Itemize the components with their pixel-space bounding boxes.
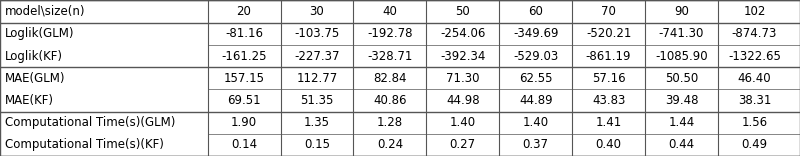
Text: 44.89: 44.89: [519, 94, 553, 107]
Text: 62.55: 62.55: [519, 72, 553, 85]
Text: -349.69: -349.69: [513, 27, 558, 40]
Text: -520.21: -520.21: [586, 27, 631, 40]
Text: 43.83: 43.83: [592, 94, 626, 107]
Text: 57.16: 57.16: [592, 72, 626, 85]
Text: 30: 30: [310, 5, 324, 18]
Text: Computational Time(s)(KF): Computational Time(s)(KF): [5, 138, 164, 151]
Text: MAE(KF): MAE(KF): [5, 94, 54, 107]
Text: Loglik(GLM): Loglik(GLM): [5, 27, 74, 40]
Text: 0.27: 0.27: [450, 138, 476, 151]
Text: -227.37: -227.37: [294, 50, 340, 63]
Text: 112.77: 112.77: [296, 72, 338, 85]
Text: 50: 50: [455, 5, 470, 18]
Text: 40.86: 40.86: [373, 94, 406, 107]
Text: MAE(GLM): MAE(GLM): [5, 72, 66, 85]
Text: -529.03: -529.03: [513, 50, 558, 63]
Text: 1.56: 1.56: [742, 116, 767, 129]
Text: -861.19: -861.19: [586, 50, 631, 63]
Text: 46.40: 46.40: [738, 72, 771, 85]
Text: 90: 90: [674, 5, 689, 18]
Text: 0.24: 0.24: [377, 138, 403, 151]
Text: Computational Time(s)(GLM): Computational Time(s)(GLM): [5, 116, 175, 129]
Text: 1.28: 1.28: [377, 116, 403, 129]
Text: 1.35: 1.35: [304, 116, 330, 129]
Text: 69.51: 69.51: [227, 94, 261, 107]
Text: 82.84: 82.84: [373, 72, 406, 85]
Text: 1.44: 1.44: [668, 116, 694, 129]
Text: 157.15: 157.15: [223, 72, 265, 85]
Text: 39.48: 39.48: [665, 94, 698, 107]
Text: 50.50: 50.50: [665, 72, 698, 85]
Text: 102: 102: [743, 5, 766, 18]
Text: 44.98: 44.98: [446, 94, 479, 107]
Text: Loglik(KF): Loglik(KF): [5, 50, 63, 63]
Text: 0.44: 0.44: [669, 138, 694, 151]
Text: 70: 70: [601, 5, 616, 18]
Text: -192.78: -192.78: [367, 27, 413, 40]
Text: 1.40: 1.40: [450, 116, 476, 129]
Text: -103.75: -103.75: [294, 27, 339, 40]
Text: 60: 60: [528, 5, 543, 18]
Text: -161.25: -161.25: [222, 50, 267, 63]
Text: 40: 40: [382, 5, 398, 18]
Text: model\size(n): model\size(n): [5, 5, 86, 18]
Text: 0.40: 0.40: [596, 138, 622, 151]
Text: 1.41: 1.41: [595, 116, 622, 129]
Text: -1322.65: -1322.65: [728, 50, 781, 63]
Text: 0.15: 0.15: [304, 138, 330, 151]
Text: -1085.90: -1085.90: [655, 50, 708, 63]
Text: -392.34: -392.34: [440, 50, 486, 63]
Text: -741.30: -741.30: [659, 27, 704, 40]
Text: 71.30: 71.30: [446, 72, 479, 85]
Text: -874.73: -874.73: [732, 27, 777, 40]
Text: -254.06: -254.06: [440, 27, 486, 40]
Text: 1.40: 1.40: [522, 116, 549, 129]
Text: 1.90: 1.90: [231, 116, 257, 129]
Text: -81.16: -81.16: [225, 27, 263, 40]
Text: 0.37: 0.37: [522, 138, 549, 151]
Text: 51.35: 51.35: [300, 94, 334, 107]
Text: 20: 20: [237, 5, 251, 18]
Text: 38.31: 38.31: [738, 94, 771, 107]
Text: 0.49: 0.49: [742, 138, 767, 151]
Text: -328.71: -328.71: [367, 50, 413, 63]
Text: 0.14: 0.14: [231, 138, 257, 151]
